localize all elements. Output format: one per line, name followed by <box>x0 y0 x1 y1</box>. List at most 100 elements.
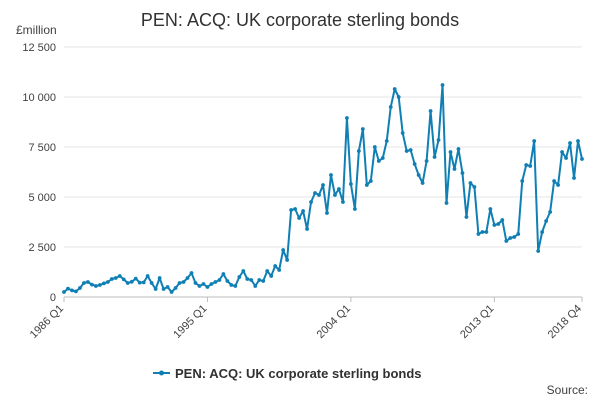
data-point[interactable] <box>512 235 517 239</box>
data-point[interactable] <box>532 139 537 143</box>
data-point[interactable] <box>309 200 313 204</box>
data-point[interactable] <box>265 269 270 273</box>
data-point[interactable] <box>348 182 353 186</box>
data-point[interactable] <box>520 179 525 183</box>
data-point[interactable] <box>372 145 377 149</box>
data-point[interactable] <box>173 286 178 290</box>
data-point[interactable] <box>508 236 513 240</box>
data-point[interactable] <box>337 187 341 191</box>
data-point[interactable] <box>197 284 202 288</box>
data-point[interactable] <box>460 171 465 175</box>
data-point[interactable] <box>82 281 86 285</box>
data-point[interactable] <box>193 281 198 285</box>
data-point[interactable] <box>153 287 158 291</box>
data-point[interactable] <box>528 164 533 168</box>
data-point[interactable] <box>281 248 286 252</box>
data-point[interactable] <box>488 207 493 211</box>
data-point[interactable] <box>257 278 262 282</box>
data-point[interactable] <box>568 141 572 145</box>
legend[interactable]: PEN: ACQ: UK corporate sterling bonds <box>153 366 422 381</box>
data-point[interactable] <box>181 280 186 284</box>
data-point[interactable] <box>121 277 126 282</box>
data-point[interactable] <box>333 193 337 197</box>
data-point[interactable] <box>496 222 501 226</box>
data-point[interactable] <box>89 282 94 287</box>
data-point[interactable] <box>129 279 134 284</box>
data-point[interactable] <box>432 155 437 159</box>
data-point[interactable] <box>261 279 266 283</box>
data-point[interactable] <box>540 230 545 234</box>
data-point[interactable] <box>101 281 106 286</box>
data-point[interactable] <box>580 157 584 161</box>
data-point[interactable] <box>273 264 278 268</box>
data-point[interactable] <box>329 173 333 177</box>
data-point[interactable] <box>412 162 417 166</box>
data-point[interactable] <box>293 207 298 211</box>
data-point[interactable] <box>209 282 214 286</box>
data-point[interactable] <box>74 289 78 294</box>
data-point[interactable] <box>352 207 357 211</box>
data-point[interactable] <box>285 258 290 262</box>
data-point[interactable] <box>317 193 321 197</box>
data-point[interactable] <box>404 149 409 153</box>
data-point[interactable] <box>217 278 222 282</box>
data-point[interactable] <box>576 139 580 143</box>
data-point[interactable] <box>564 156 568 160</box>
data-point[interactable] <box>516 232 521 236</box>
data-point[interactable] <box>125 281 130 285</box>
data-point[interactable] <box>388 105 393 109</box>
data-point[interactable] <box>504 239 509 243</box>
data-point[interactable] <box>341 200 345 204</box>
data-point[interactable] <box>86 280 90 284</box>
data-point[interactable] <box>141 280 146 285</box>
data-point[interactable] <box>117 274 122 278</box>
data-point[interactable] <box>289 208 294 212</box>
data-point[interactable] <box>177 281 182 285</box>
data-point[interactable] <box>253 284 258 288</box>
data-point[interactable] <box>241 269 246 273</box>
data-point[interactable] <box>133 276 138 281</box>
data-point[interactable] <box>536 249 541 253</box>
data-point[interactable] <box>448 150 453 154</box>
data-point[interactable] <box>548 210 553 214</box>
data-point[interactable] <box>468 181 473 185</box>
data-point[interactable] <box>464 215 469 219</box>
data-point[interactable] <box>484 230 489 234</box>
data-point[interactable] <box>165 285 170 289</box>
data-point[interactable] <box>245 277 250 281</box>
data-point[interactable] <box>376 159 381 163</box>
data-point[interactable] <box>368 179 373 183</box>
data-point[interactable] <box>420 181 425 185</box>
data-point[interactable] <box>524 163 529 167</box>
data-point[interactable] <box>392 87 397 91</box>
data-point[interactable] <box>157 276 162 280</box>
data-point[interactable] <box>400 131 405 135</box>
data-point[interactable] <box>149 281 154 285</box>
data-point[interactable] <box>416 173 421 177</box>
data-point[interactable] <box>213 280 218 284</box>
data-point[interactable] <box>472 185 477 189</box>
data-point[interactable] <box>456 147 461 151</box>
data-point[interactable] <box>428 109 433 113</box>
data-point[interactable] <box>297 216 301 220</box>
data-point[interactable] <box>440 83 445 87</box>
data-point[interactable] <box>556 183 560 187</box>
data-point[interactable] <box>189 271 194 275</box>
data-point[interactable] <box>269 274 274 278</box>
data-point[interactable] <box>105 280 110 284</box>
data-point[interactable] <box>66 286 70 291</box>
data-point[interactable] <box>221 272 226 276</box>
data-point[interactable] <box>408 148 413 152</box>
data-point[interactable] <box>249 278 254 282</box>
data-point[interactable] <box>205 285 210 289</box>
data-point[interactable] <box>185 276 190 280</box>
data-point[interactable] <box>444 201 449 205</box>
data-point[interactable] <box>452 167 457 171</box>
data-point[interactable] <box>201 282 206 286</box>
data-point[interactable] <box>301 209 305 213</box>
data-point[interactable] <box>233 284 238 288</box>
data-point[interactable] <box>145 274 150 278</box>
data-point[interactable] <box>321 183 325 187</box>
data-point[interactable] <box>364 183 369 187</box>
data-point[interactable] <box>436 138 441 142</box>
